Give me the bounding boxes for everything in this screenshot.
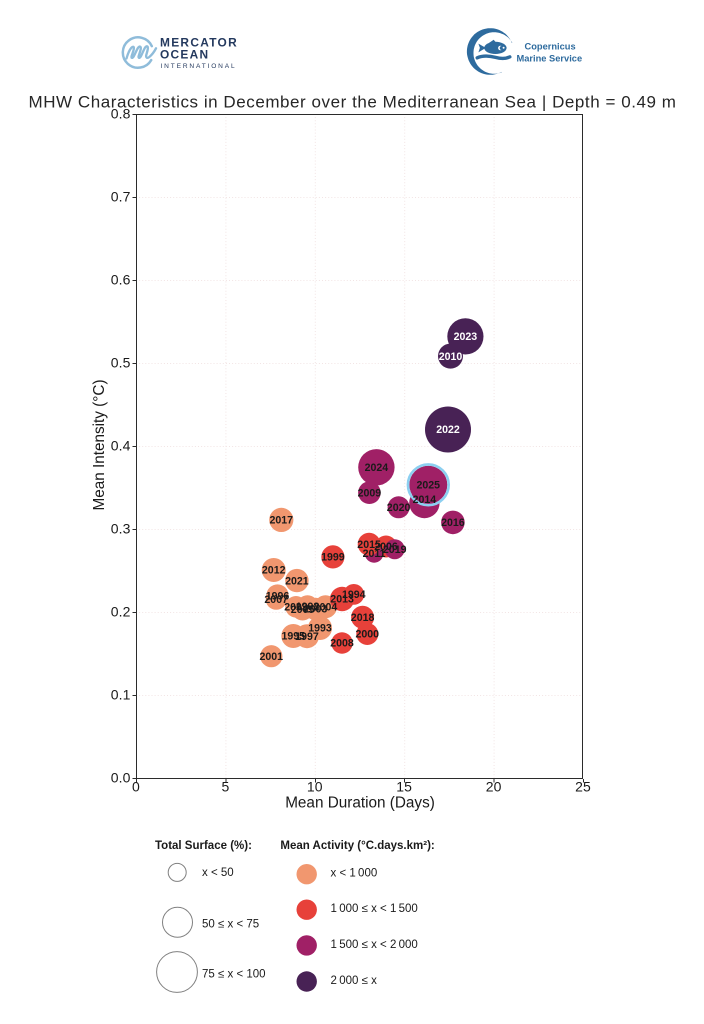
svg-text:2020: 2020	[387, 502, 411, 514]
svg-text:2006: 2006	[374, 541, 398, 553]
svg-text:0.6: 0.6	[111, 272, 131, 288]
svg-text:INTERNATIONAL: INTERNATIONAL	[161, 63, 237, 70]
svg-text:2021: 2021	[285, 575, 309, 587]
svg-text:0.7: 0.7	[111, 189, 131, 205]
svg-text:15: 15	[396, 778, 412, 794]
svg-text:0.8: 0.8	[111, 106, 131, 122]
svg-text:0.2: 0.2	[111, 604, 131, 620]
svg-text:2007: 2007	[264, 594, 288, 606]
svg-text:25: 25	[575, 778, 591, 794]
svg-text:10: 10	[307, 778, 323, 794]
svg-text:2024: 2024	[365, 462, 389, 474]
svg-text:Marine Service: Marine Service	[517, 53, 583, 63]
svg-text:1994: 1994	[342, 589, 366, 601]
svg-text:50 ≤ x < 75: 50 ≤ x < 75	[202, 919, 259, 931]
svg-text:1998: 1998	[296, 601, 320, 613]
svg-text:2022: 2022	[436, 424, 460, 436]
svg-text:20: 20	[486, 778, 502, 794]
svg-text:1999: 1999	[321, 552, 345, 564]
svg-text:2002: 2002	[284, 602, 308, 614]
svg-text:2014: 2014	[413, 494, 437, 506]
svg-text:2016: 2016	[441, 517, 465, 529]
svg-text:0.1: 0.1	[111, 687, 131, 703]
svg-text:Mean Activity (°C.days.km²):: Mean Activity (°C.days.km²):	[280, 840, 434, 852]
svg-text:OCEAN: OCEAN	[160, 47, 209, 61]
svg-text:2005: 2005	[291, 604, 315, 616]
svg-text:Total Surface (%):: Total Surface (%):	[155, 840, 252, 852]
svg-text:MHW Characteristics in Decembe: MHW Characteristics in December over the…	[28, 93, 676, 112]
svg-text:2025: 2025	[417, 480, 441, 492]
svg-text:2001: 2001	[260, 651, 284, 663]
svg-text:75 ≤ x < 100: 75 ≤ x < 100	[202, 968, 266, 980]
svg-text:1 000 ≤ x < 1 500: 1 000 ≤ x < 1 500	[331, 903, 418, 915]
svg-text:2000: 2000	[356, 629, 380, 641]
svg-text:2004: 2004	[314, 602, 338, 614]
svg-text:2023: 2023	[454, 331, 478, 343]
svg-text:2015: 2015	[357, 539, 381, 551]
svg-text:0.4: 0.4	[111, 438, 131, 454]
svg-text:2010: 2010	[439, 351, 463, 363]
svg-text:0.0: 0.0	[111, 770, 131, 786]
svg-text:2012: 2012	[262, 565, 286, 577]
svg-text:2019: 2019	[383, 544, 407, 556]
svg-text:2 000 ≤ x: 2 000 ≤ x	[331, 975, 378, 987]
svg-text:2003: 2003	[304, 604, 328, 616]
svg-text:1996: 1996	[266, 590, 290, 602]
svg-text:2018: 2018	[351, 612, 375, 624]
svg-text:2017: 2017	[270, 515, 294, 527]
svg-text:2011: 2011	[363, 548, 386, 560]
svg-text:0.3: 0.3	[111, 521, 131, 537]
svg-text:2013: 2013	[330, 594, 354, 606]
svg-text:0: 0	[132, 778, 140, 794]
svg-text:1993: 1993	[308, 623, 332, 635]
svg-text:Mean Duration (Days): Mean Duration (Days)	[285, 795, 435, 812]
svg-text:Mean Intensity (°C): Mean Intensity (°C)	[91, 379, 108, 510]
svg-text:1995: 1995	[282, 631, 306, 643]
svg-text:0.5: 0.5	[111, 355, 131, 371]
svg-text:1 500 ≤ x < 2 000: 1 500 ≤ x < 2 000	[331, 939, 418, 951]
svg-text:x < 1 000: x < 1 000	[331, 868, 378, 880]
svg-text:MERCATOR: MERCATOR	[160, 35, 238, 49]
svg-text:2009: 2009	[358, 487, 382, 499]
svg-text:5: 5	[221, 778, 229, 794]
svg-text:Copernicus: Copernicus	[525, 42, 576, 52]
svg-text:2008: 2008	[330, 638, 354, 650]
svg-text:1997: 1997	[295, 631, 319, 643]
svg-text:x < 50: x < 50	[202, 867, 234, 879]
